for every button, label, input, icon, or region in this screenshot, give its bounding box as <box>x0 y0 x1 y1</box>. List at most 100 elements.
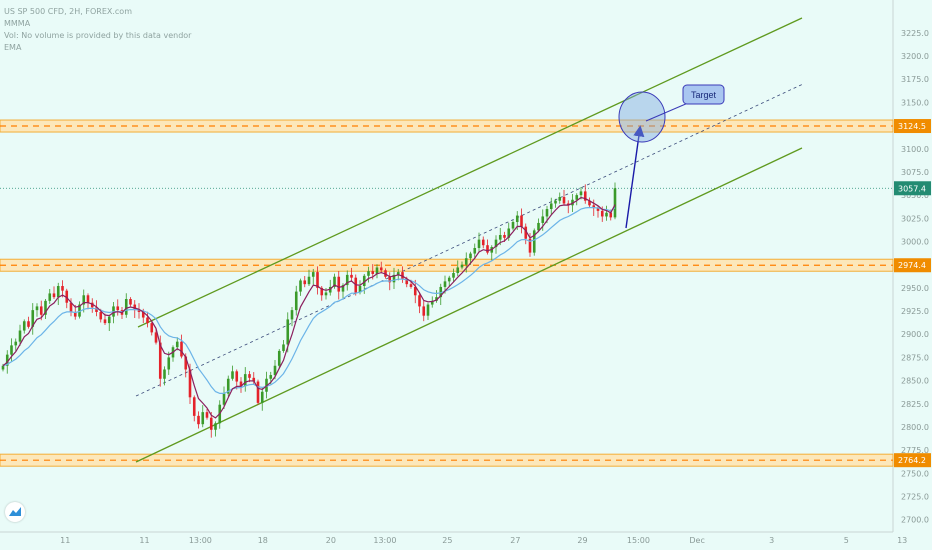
candle-body <box>520 215 523 227</box>
candle-body <box>248 374 251 378</box>
candle-body <box>435 297 438 301</box>
candle-body <box>95 307 98 312</box>
y-tick-label: 2725.0 <box>901 493 929 502</box>
tradingview-logo-icon[interactable] <box>5 502 25 522</box>
x-tick-label: 3 <box>769 536 774 545</box>
legend-indicator-ema[interactable]: EMA <box>4 43 22 52</box>
candle-body <box>99 311 103 320</box>
y-tick-label: 2900.0 <box>901 330 929 339</box>
candle-body <box>464 258 468 265</box>
candle-body <box>209 417 213 430</box>
candle-body <box>107 316 111 324</box>
candle-body <box>273 365 277 376</box>
target-callout-label: Target <box>691 90 717 100</box>
x-tick-label: 13:00 <box>373 536 396 545</box>
candle-body <box>422 306 426 316</box>
x-tick-label: 11 <box>139 536 149 545</box>
candle-body <box>507 228 511 238</box>
x-tick-label: 13:00 <box>189 536 212 545</box>
y-tick-label: 3150.0 <box>901 98 929 107</box>
candle-body <box>460 264 464 268</box>
legend-indicator-volume[interactable]: Vol: No volume is provided by this data … <box>4 31 192 40</box>
candle-body <box>184 356 188 370</box>
candle-body <box>150 323 154 333</box>
y-tick-label: 2825.0 <box>901 400 929 409</box>
candle-body <box>494 239 498 248</box>
y-tick-label: 3075.0 <box>901 168 929 177</box>
candle-body <box>401 272 404 279</box>
candle-body <box>256 381 260 403</box>
candle-body <box>528 238 532 253</box>
candle-body <box>316 272 319 288</box>
candle-body <box>48 293 52 301</box>
y-tick-label: 3050.0 <box>901 191 929 200</box>
y-tick-label: 2800.0 <box>901 423 929 432</box>
y-tick-label: 2875.0 <box>901 353 929 362</box>
x-tick-label: 15:00 <box>627 536 650 545</box>
candle-body <box>252 377 256 382</box>
y-tick-label: 2925.0 <box>901 307 929 316</box>
x-tick-label: 18 <box>258 536 268 545</box>
projection-arrow <box>625 125 645 229</box>
candle-body <box>545 209 549 217</box>
candle-body <box>345 274 349 286</box>
candle-body <box>413 286 417 296</box>
candle-body <box>146 317 149 324</box>
candle-body <box>409 284 413 287</box>
y-tick-label: 3100.0 <box>901 145 929 154</box>
y-tick-label: 3000.0 <box>901 237 929 246</box>
legend-symbol[interactable]: US SP 500 CFD, 2H, FOREX.com <box>4 7 132 16</box>
candle-body <box>235 371 239 382</box>
candle-body <box>222 393 226 405</box>
y-tick-label: 2700.0 <box>901 516 929 525</box>
candle-body <box>605 212 608 217</box>
candle-body <box>167 357 171 370</box>
candle-body <box>205 412 209 418</box>
candle-body <box>447 277 451 282</box>
brand-mark-icon <box>9 507 21 516</box>
target-zone-circle <box>618 91 666 143</box>
candle-body <box>22 321 26 331</box>
candle-body <box>78 304 81 317</box>
candle-body <box>333 276 336 287</box>
candle-body <box>141 311 145 318</box>
candle-body <box>14 341 18 346</box>
candle-body <box>541 216 545 223</box>
candle-body <box>503 235 506 238</box>
candle-body <box>439 286 443 298</box>
level-price-label: 2974.4 <box>898 261 926 270</box>
x-tick-label: Dec <box>689 536 704 545</box>
candle-body <box>239 381 243 387</box>
candle-body <box>286 319 290 345</box>
candle-body <box>69 302 73 312</box>
candle-body <box>558 196 562 201</box>
candle-body <box>549 203 553 210</box>
level-price-label: 3124.5 <box>898 122 926 131</box>
candle-body <box>137 310 141 312</box>
candle-body <box>592 205 596 209</box>
candle-body <box>481 239 485 246</box>
channel-median-line <box>135 83 804 397</box>
candle-body <box>269 375 273 379</box>
candle-body <box>82 295 86 305</box>
candle-body <box>486 245 489 253</box>
candle-body <box>18 330 22 342</box>
candle-body <box>579 191 583 196</box>
y-tick-label: 3175.0 <box>901 75 929 84</box>
candle-body <box>524 226 528 239</box>
candle-body <box>39 306 43 315</box>
candle-body <box>418 295 421 307</box>
candle-body <box>31 310 35 327</box>
level-price-tag <box>894 258 931 273</box>
candle-body <box>566 203 570 206</box>
candle-body <box>371 271 375 274</box>
legend-indicator-mmma[interactable]: MMMA <box>4 19 31 28</box>
candle-body <box>90 302 94 308</box>
candle-body <box>596 208 600 211</box>
candle-body <box>86 295 90 303</box>
x-tick-label: 27 <box>510 536 520 545</box>
candle-body <box>10 345 13 355</box>
level-price-tag <box>894 453 931 468</box>
